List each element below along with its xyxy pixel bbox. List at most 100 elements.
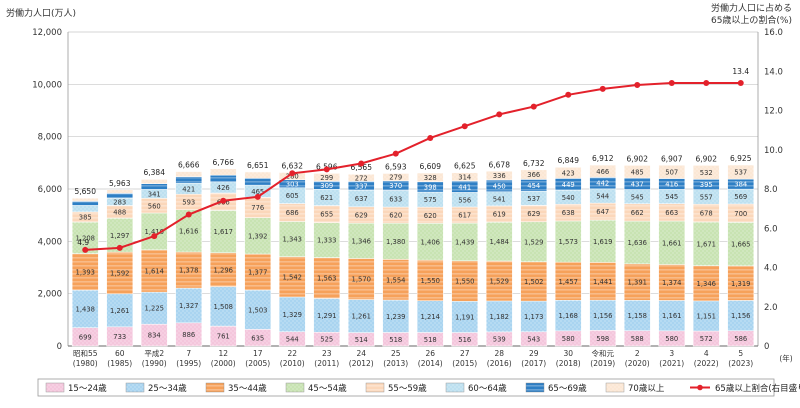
segment-value-label: 507 [665,169,678,177]
bar-segment-8 [140,179,168,184]
segment-value-label: 1,296 [214,266,233,274]
bar-segment-4 [244,217,272,255]
segment-value-label: 1,261 [352,313,371,321]
segment-value-label: 1,570 [352,276,371,284]
segment-value-label: 629 [527,210,540,218]
right-tick-label: 4.0 [764,264,778,274]
bar-segment-4 [347,223,375,259]
x-tick-era: 4 [704,349,709,358]
segment-labels: 699 1,438 1,393 1,208 385 733 1,261 1,592 1,297 4… [76,168,751,344]
segment-value-label: 588 [631,335,644,343]
segment-value-label: 557 [700,194,713,202]
left-tick-label: 2,000 [38,290,62,300]
segment-value-label: 454 [527,182,540,190]
segment-value-label: 283 [113,198,126,206]
segment-value-label: 1,617 [214,228,233,236]
segment-value-label: 1,168 [559,312,578,320]
segment-value-label: 1,393 [76,268,95,276]
ratio-point [737,80,744,87]
ratio-point [530,103,537,110]
bar-segment-8 [382,173,410,182]
segment-value-label: 337 [355,182,368,190]
total-labels: 5,6505,9636,3846,6666,7666,6516,6326,596… [75,154,752,196]
bar-segment-8 [727,164,755,180]
total-label: 6,609 [420,162,442,171]
segment-value-label: 733 [113,333,126,341]
left-tick-label: 10,000 [32,80,62,90]
x-tick-era: 26 [425,349,435,358]
bars [71,164,755,347]
segment-value-label: 416 [665,181,678,189]
legend-swatch [205,382,225,393]
segment-value-label: 1,410 [145,228,164,236]
bar-segment-2 [520,300,548,333]
x-tick-era: 22 [287,349,297,358]
ratio-point [668,80,675,87]
bar-segment-7 [244,178,272,186]
segment-value-label: 514 [355,336,368,344]
bar-segment-3 [140,249,168,293]
legend-swatch [285,382,305,393]
bar-segment-2 [623,300,651,331]
x-tick-year: (2020) [625,359,650,368]
ratio-point [358,160,365,167]
segment-value-label: 605 [286,192,299,200]
segment-value-label: 1,392 [248,232,267,240]
right-axis-title-line2: 65歳以上の割合(%) [711,14,792,26]
x-tick-year: (2000) [211,359,236,368]
segment-value-label: 366 [527,171,540,179]
segment-value-label: 1,377 [248,269,267,277]
segment-value-label: 1,239 [386,313,405,321]
bar-segment-6 [71,205,99,213]
segment-value-label: 620 [424,212,437,220]
segment-value-label: 1,297 [110,232,129,240]
segment-value-label: 635 [251,334,264,342]
bar-segment-2 [382,299,410,333]
segment-value-label: 423 [562,169,575,177]
segment-value-label: 398 [424,183,437,191]
total-label: 6,565 [351,163,373,172]
bar-segment-8 [244,171,272,179]
x-tick-year: (2014) [418,359,443,368]
segment-value-label: 485 [631,168,644,176]
segment-value-label: 437 [631,180,644,188]
segment-value-label: 1,502 [524,278,543,286]
ratio-point [392,150,399,157]
bar-segment-3 [71,253,99,291]
bar-segment-4 [658,220,686,265]
bar-segment-7 [175,176,203,184]
x-tick-era: 25 [391,349,401,358]
segment-value-label: 629 [355,212,368,220]
bar-segment-3 [451,260,479,302]
ratio-point [116,244,123,251]
segment-value-label: 1,191 [455,314,474,322]
left-axis-ticks: 0 2,000 4,000 6,000 8,000 10,000 12,000 [32,28,62,352]
segment-value-label: 1,438 [76,305,95,313]
legend-label: 45～54歳 [308,383,347,394]
bar-segment-7 [71,200,99,206]
segment-value-label: 633 [389,195,402,203]
segment-value-label: 776 [251,204,264,212]
legend-swatch [45,382,65,393]
bar-segment-2 [140,291,168,325]
segment-value-label: 556 [458,196,471,204]
legend-label: 25～34歳 [148,383,187,394]
total-label: 6,632 [282,161,304,170]
segment-value-label: 385 [79,214,92,222]
bar-segment-7 [140,183,168,190]
x-tick-era: 24 [356,349,366,358]
x-tick-year: (2017) [521,359,546,368]
ratio-point [185,211,192,218]
bar-segment-8 [313,173,341,182]
bar-segment-4 [451,222,479,262]
right-tick-label: 10.0 [764,146,783,156]
bar-segment-8 [416,172,444,182]
bar-segment-8 [485,170,513,181]
legend-label: 65～69歳 [548,383,587,394]
segment-value-label: 545 [631,193,644,201]
total-label: 6,666 [178,161,200,170]
bar-segment-8 [554,167,582,179]
segment-value-label: 1,550 [421,277,440,285]
segment-value-label: 1,346 [352,237,371,245]
